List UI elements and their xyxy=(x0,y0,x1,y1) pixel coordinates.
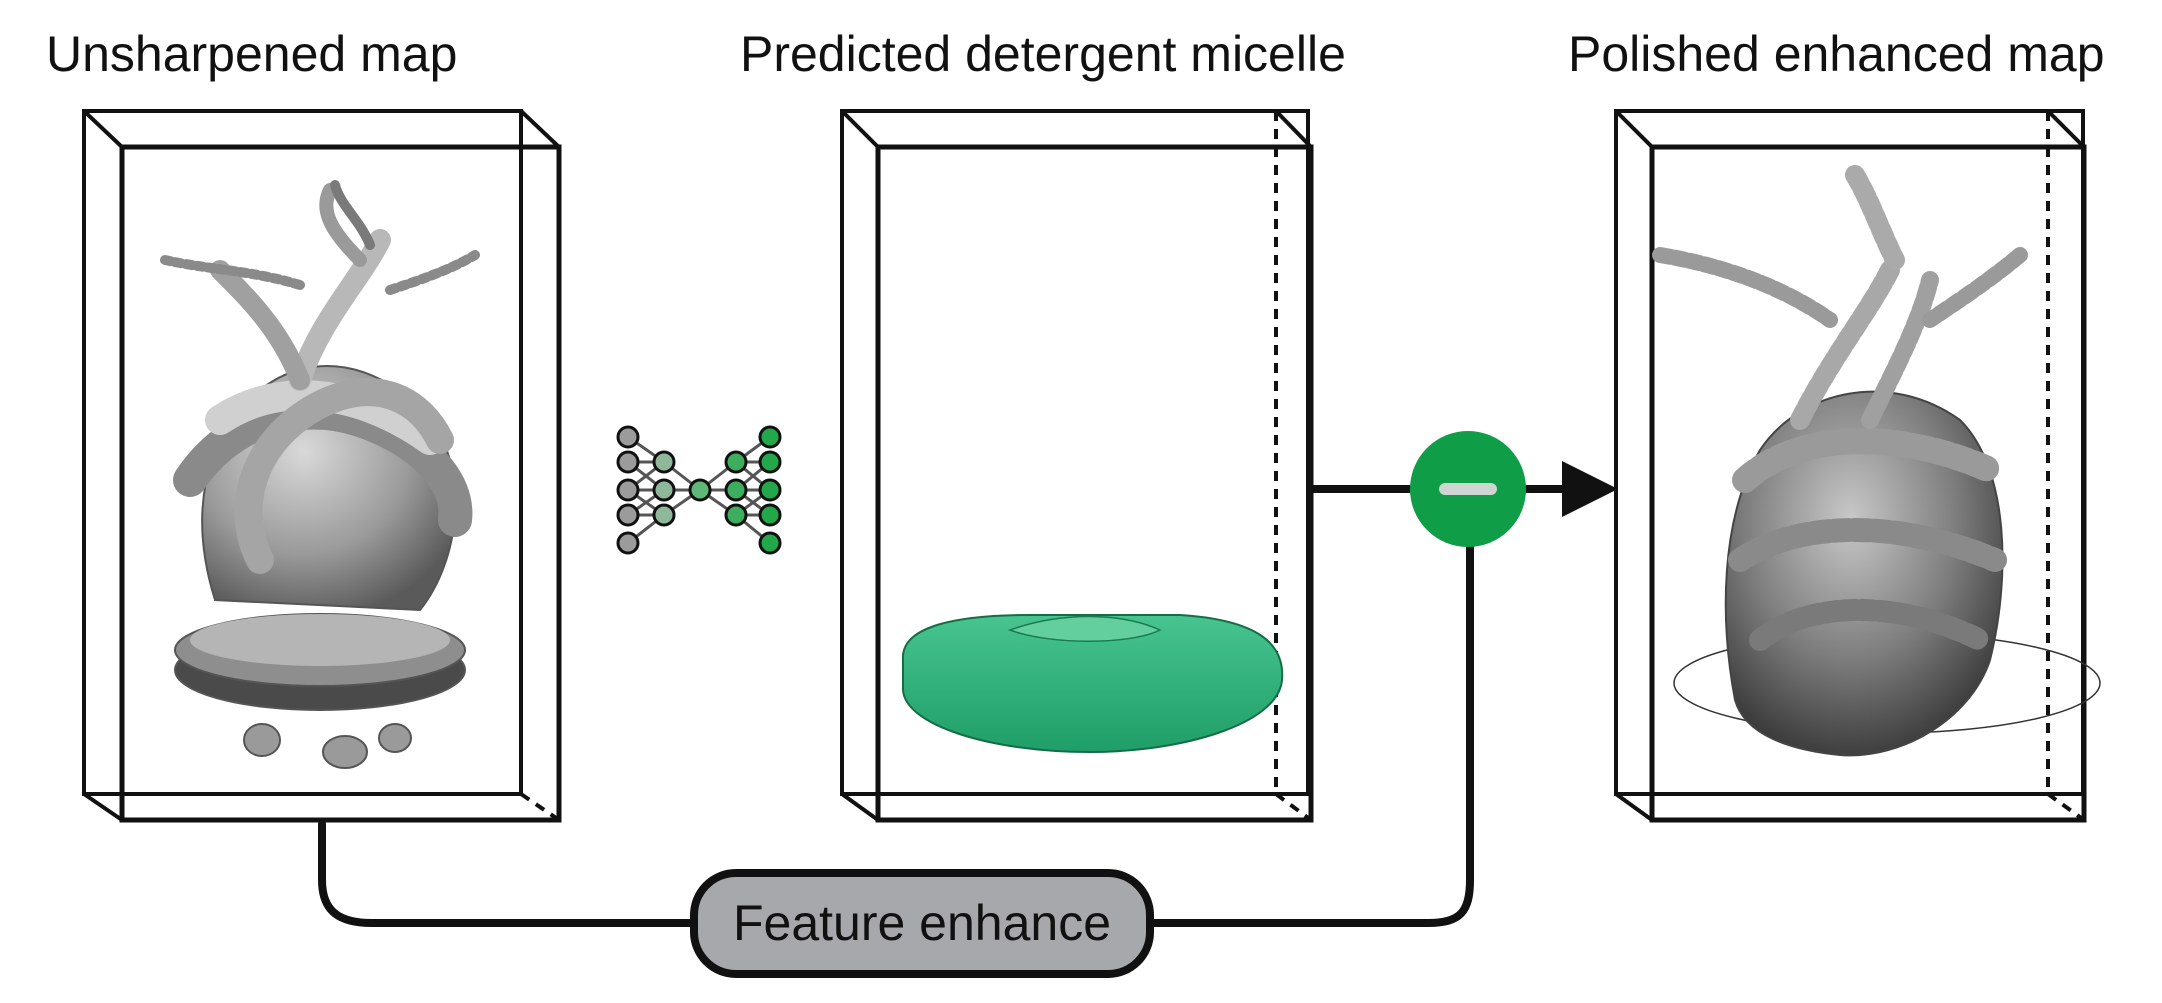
output-arrow-head xyxy=(1562,461,1618,517)
unsharpened-map-title: Unsharpened map xyxy=(46,26,458,82)
predicted-micelle-title: Predicted detergent micelle xyxy=(740,26,1346,82)
unsharpened-density-map xyxy=(160,180,480,769)
polished-map-title: Polished enhanced map xyxy=(1568,26,2105,82)
detergent-micelle-shape xyxy=(901,614,1284,754)
unsharpened-map-box xyxy=(82,109,562,823)
polished-density-map xyxy=(1652,165,2101,757)
feature-enhance-label: Feature enhance xyxy=(733,895,1111,951)
encoder-decoder-network-icon xyxy=(616,425,782,555)
minus-circle-icon xyxy=(1410,431,1526,547)
predicted-micelle-box xyxy=(840,109,1314,823)
feature-enhance-step: Feature enhance xyxy=(690,869,1154,978)
polished-map-box xyxy=(1614,109,2087,823)
